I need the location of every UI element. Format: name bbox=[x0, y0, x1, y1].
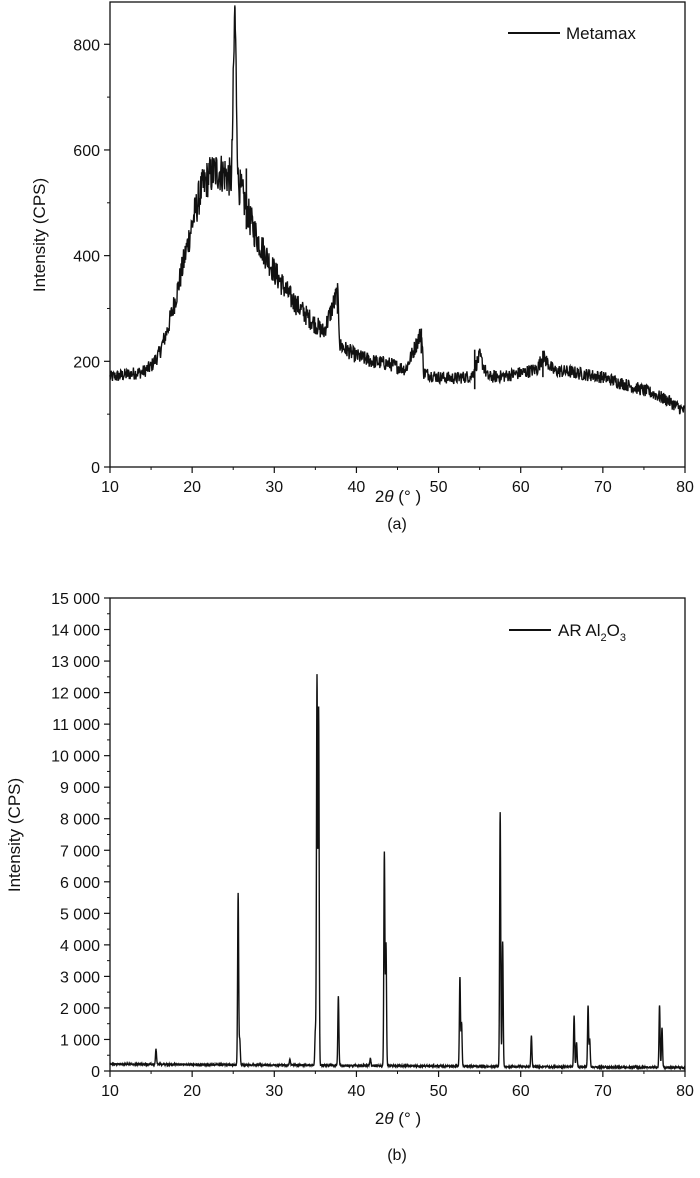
y-tick-label: 11 000 bbox=[52, 717, 100, 734]
x-tick-label: 50 bbox=[430, 479, 448, 496]
legend-a: Metamax bbox=[508, 24, 636, 43]
y-axis-title-a: Intensity (CPS) bbox=[30, 178, 49, 292]
y-tick-label: 13 000 bbox=[51, 654, 100, 671]
panel-label-a: (a) bbox=[387, 516, 407, 533]
y-tick-label: 6 000 bbox=[60, 875, 100, 892]
x-tick-label: 40 bbox=[348, 479, 366, 496]
x-tick-label: 70 bbox=[594, 479, 612, 496]
y-tick-label: 200 bbox=[73, 354, 100, 371]
x-tick-label: 20 bbox=[183, 479, 201, 496]
y-tick-label: 4 000 bbox=[60, 938, 100, 955]
y-tick-label: 3 000 bbox=[60, 969, 100, 986]
series-line-ar-al2o3 bbox=[109, 674, 686, 1071]
x-tick-label: 10 bbox=[101, 1083, 119, 1100]
series-line-metamax bbox=[109, 5, 686, 415]
x-tick-label: 30 bbox=[265, 479, 283, 496]
y-tick-label: 400 bbox=[73, 249, 100, 266]
chart-panel-a: 0 200 400 600 800 10 20 30 40 50 60 70 80 Metamax I… bbox=[30, 1, 694, 533]
y-tick-label: 12 000 bbox=[51, 686, 100, 703]
legend-label-ar-al2o3: AR Al2O3 bbox=[558, 621, 626, 644]
y-tick-label: 2 000 bbox=[60, 1001, 100, 1018]
x-tick-label: 50 bbox=[430, 1083, 448, 1100]
x-tick-label: 70 bbox=[594, 1083, 612, 1100]
y-tick-label: 8 000 bbox=[60, 812, 100, 829]
x-ticks-b: 10 20 30 40 50 60 70 80 bbox=[101, 1071, 694, 1100]
x-tick-label: 30 bbox=[265, 1083, 283, 1100]
y-tick-label: 1 000 bbox=[60, 1032, 100, 1049]
y-ticks-b: 0 1 000 2 000 3 000 4 000 5 000 6 000 7 000 8 00… bbox=[51, 591, 110, 1081]
x-axis-title-b: 2θ (° ) bbox=[375, 1109, 421, 1128]
panel-label-b: (b) bbox=[387, 1147, 407, 1164]
x-tick-label: 60 bbox=[512, 1083, 530, 1100]
y-tick-label: 15 000 bbox=[51, 591, 100, 608]
x-tick-label: 80 bbox=[676, 479, 694, 496]
y-tick-label: 0 bbox=[91, 1064, 100, 1081]
y-tick-label: 14 000 bbox=[51, 623, 100, 640]
y-tick-label: 9 000 bbox=[60, 780, 100, 797]
x-ticks-a: 10 20 30 40 50 60 70 80 bbox=[101, 467, 694, 496]
y-tick-label: 7 000 bbox=[60, 843, 100, 860]
y-tick-label: 600 bbox=[73, 143, 100, 160]
y-tick-label: 10 000 bbox=[51, 749, 100, 766]
y-ticks-a: 0 200 400 600 800 bbox=[73, 37, 110, 477]
x-tick-label: 40 bbox=[348, 1083, 366, 1100]
x-tick-label: 60 bbox=[512, 479, 530, 496]
y-axis-title-b: Intensity (CPS) bbox=[5, 778, 24, 892]
x-axis-title-a: 2θ (° ) bbox=[375, 487, 421, 506]
x-tick-label: 10 bbox=[101, 479, 119, 496]
plot-frame-b bbox=[109, 597, 686, 1072]
legend-b: AR Al2O3 bbox=[509, 621, 626, 644]
chart-panel-b: 0 1 000 2 000 3 000 4 000 5 000 6 000 7 000 8 00… bbox=[5, 591, 694, 1164]
x-tick-label: 80 bbox=[676, 1083, 694, 1100]
legend-label-metamax: Metamax bbox=[566, 24, 636, 43]
y-tick-label: 800 bbox=[73, 37, 100, 54]
y-tick-label: 5 000 bbox=[60, 906, 100, 923]
x-tick-label: 20 bbox=[183, 1083, 201, 1100]
plot-frame-a bbox=[109, 1, 686, 468]
y-tick-label: 0 bbox=[91, 460, 100, 477]
